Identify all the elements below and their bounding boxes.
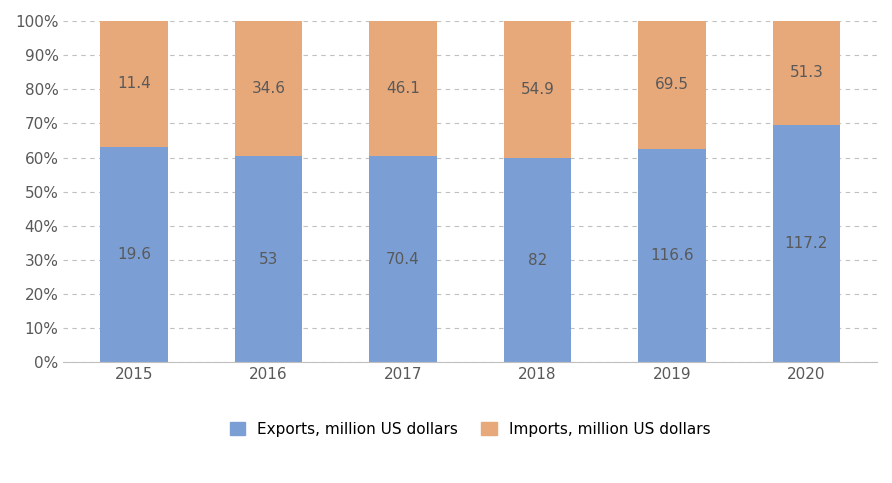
Legend: Exports, million US dollars, Imports, million US dollars: Exports, million US dollars, Imports, mi… — [222, 414, 718, 445]
Bar — [235, 156, 302, 362]
Bar — [369, 156, 436, 362]
Text: 51.3: 51.3 — [789, 66, 823, 81]
Bar — [504, 21, 571, 158]
Text: 69.5: 69.5 — [655, 77, 689, 92]
Bar — [639, 148, 706, 362]
Text: 54.9: 54.9 — [521, 82, 554, 97]
Bar — [772, 125, 840, 362]
Bar — [235, 21, 302, 156]
Bar — [639, 21, 706, 148]
Text: 11.4: 11.4 — [117, 76, 151, 91]
Text: 53: 53 — [259, 252, 278, 267]
Bar — [100, 21, 168, 146]
Text: 34.6: 34.6 — [252, 81, 285, 96]
Text: 117.2: 117.2 — [785, 236, 828, 251]
Text: 82: 82 — [528, 253, 547, 268]
Text: 19.6: 19.6 — [117, 247, 151, 262]
Bar — [504, 158, 571, 362]
Text: 70.4: 70.4 — [386, 252, 420, 267]
Bar — [100, 146, 168, 362]
Text: 46.1: 46.1 — [386, 81, 420, 96]
Bar — [369, 21, 436, 156]
Bar — [772, 21, 840, 125]
Text: 116.6: 116.6 — [650, 248, 694, 263]
